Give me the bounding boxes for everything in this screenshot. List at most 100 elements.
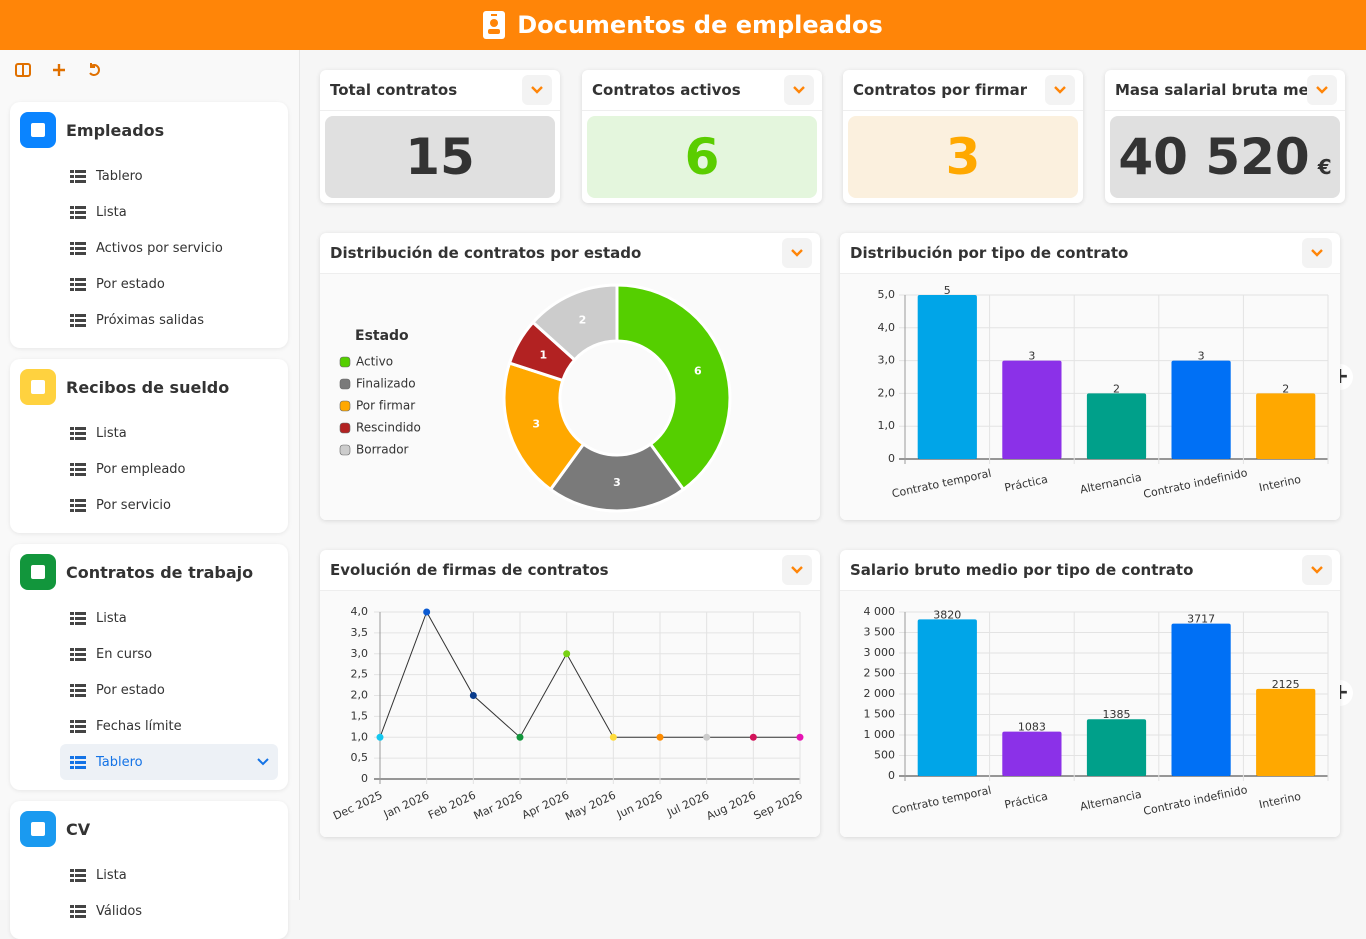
- glyph: [70, 427, 74, 430]
- glyph: [75, 766, 86, 769]
- glyph: [70, 499, 74, 502]
- bar: [1086, 719, 1147, 776]
- nav-item[interactable]: Lista: [60, 194, 278, 230]
- nav-item-label: Lista: [96, 425, 127, 441]
- icon: [1054, 86, 1066, 94]
- kpi-title: Total contratos: [330, 81, 458, 99]
- nav-item[interactable]: Lista: [60, 415, 278, 451]
- nav-item[interactable]: Tablero: [60, 158, 278, 194]
- y-tick-label: 2,5: [351, 668, 369, 681]
- collapse-button[interactable]: [522, 75, 552, 105]
- collapse-button[interactable]: [782, 238, 812, 268]
- glyph: [75, 175, 86, 178]
- glyph: [70, 324, 74, 327]
- nav-item-label: Por estado: [96, 682, 165, 698]
- nav-item[interactable]: Por estado: [60, 266, 278, 302]
- icon: [31, 822, 45, 836]
- glyph: [75, 463, 86, 466]
- chart-header: Distribución de contratos por estado: [320, 233, 820, 274]
- nav-item-label: Tablero: [96, 754, 143, 770]
- bar: [1086, 393, 1147, 459]
- y-tick-label: 1 000: [864, 728, 896, 741]
- y-tick-label: 1,0: [351, 730, 369, 743]
- nav-item[interactable]: Por estado: [60, 672, 278, 708]
- value-label: 3: [1198, 350, 1205, 363]
- icon: [791, 249, 803, 257]
- collapse-button[interactable]: [784, 75, 814, 105]
- glyph: [75, 432, 86, 435]
- glyph: [75, 874, 86, 877]
- section-header[interactable]: Contratos de trabajo: [10, 544, 288, 600]
- nav-item[interactable]: Por empleado: [60, 451, 278, 487]
- nav-item[interactable]: Próximas salidas: [60, 302, 278, 338]
- chevron: [1054, 86, 1066, 94]
- legend-label: Activo: [356, 355, 393, 369]
- glyph: [75, 869, 86, 872]
- y-tick-label: 3,5: [351, 626, 369, 639]
- collapse-button[interactable]: [782, 555, 812, 585]
- value-label: 2: [1113, 382, 1120, 395]
- y-tick-label: 1,0: [878, 419, 896, 432]
- x-tick-label: Interino: [1258, 790, 1303, 812]
- y-tick-label: 500: [874, 749, 895, 762]
- glyph: [75, 314, 86, 317]
- collapse-button[interactable]: [1302, 238, 1332, 268]
- icon: [791, 566, 803, 574]
- icon: [793, 86, 805, 94]
- nav-item[interactable]: Lista: [60, 600, 278, 636]
- x-tick-label: Contrato temporal: [891, 467, 993, 501]
- bar: [1171, 360, 1231, 459]
- nav-item-label: En curso: [96, 646, 153, 662]
- glyph: [70, 694, 74, 697]
- chart-card: Evolución de firmas de contratos 0 0,5 1,0 1…: [320, 550, 820, 837]
- section-header[interactable]: CV: [10, 801, 288, 857]
- glyph: [70, 915, 74, 918]
- glyph: [75, 468, 86, 471]
- y-tick-label: 2 500: [864, 667, 896, 680]
- x-tick-label: Jan 2026: [381, 789, 431, 822]
- collapse-button[interactable]: [1302, 555, 1332, 585]
- nav-item[interactable]: Lista: [60, 857, 278, 893]
- icon: [31, 565, 45, 579]
- glyph: [70, 910, 74, 913]
- section-header[interactable]: Empleados: [10, 102, 288, 158]
- x-tick-label: Feb 2026: [426, 789, 478, 822]
- icon: [70, 648, 86, 661]
- nav-item[interactable]: Fechas límite: [60, 708, 278, 744]
- section-title: Contratos de trabajo: [66, 562, 254, 582]
- nav-item[interactable]: Tablero: [60, 744, 278, 780]
- line-point: [376, 733, 384, 741]
- refresh-button[interactable]: [82, 57, 108, 83]
- donut-slice: [502, 361, 586, 492]
- donut-slice: [530, 283, 619, 362]
- collapse-button[interactable]: [1045, 75, 1075, 105]
- line-point: [796, 733, 804, 741]
- collapse-button[interactable]: [1307, 75, 1337, 105]
- chart-header: Distribución por tipo de contrato: [840, 233, 1340, 274]
- kpi-header: Contratos activos: [582, 70, 822, 111]
- nav-section: Recibos de sueldo Lista Por empleado Por se…: [10, 359, 288, 533]
- nav-item[interactable]: En curso: [60, 636, 278, 672]
- icon: [70, 756, 86, 769]
- section-icon: [20, 112, 56, 148]
- glyph: [75, 910, 86, 913]
- bar: [1256, 393, 1316, 459]
- icon: [1311, 566, 1323, 574]
- toggle-panel-button[interactable]: [10, 57, 36, 83]
- glyph: [75, 915, 86, 918]
- chart-title: Distribución de contratos por estado: [330, 244, 642, 262]
- x-tick-label: Contrato indefinido: [1142, 466, 1249, 501]
- x-tick-label: Práctica: [1003, 473, 1049, 495]
- bar: [917, 619, 977, 776]
- add-button[interactable]: [46, 57, 72, 83]
- nav-item[interactable]: Por servicio: [60, 487, 278, 523]
- kpi-card: Masa salarial bruta mensual 40 520 €: [1105, 70, 1345, 203]
- section-header[interactable]: Recibos de sueldo: [10, 359, 288, 415]
- page: Documentos de empleados Empleados Tablero…: [0, 0, 1366, 919]
- glyph: [75, 319, 86, 322]
- bar: [1002, 360, 1062, 459]
- glyph: [70, 504, 74, 507]
- nav-item[interactable]: Válidos: [60, 893, 278, 929]
- nav-item[interactable]: Activos por servicio: [60, 230, 278, 266]
